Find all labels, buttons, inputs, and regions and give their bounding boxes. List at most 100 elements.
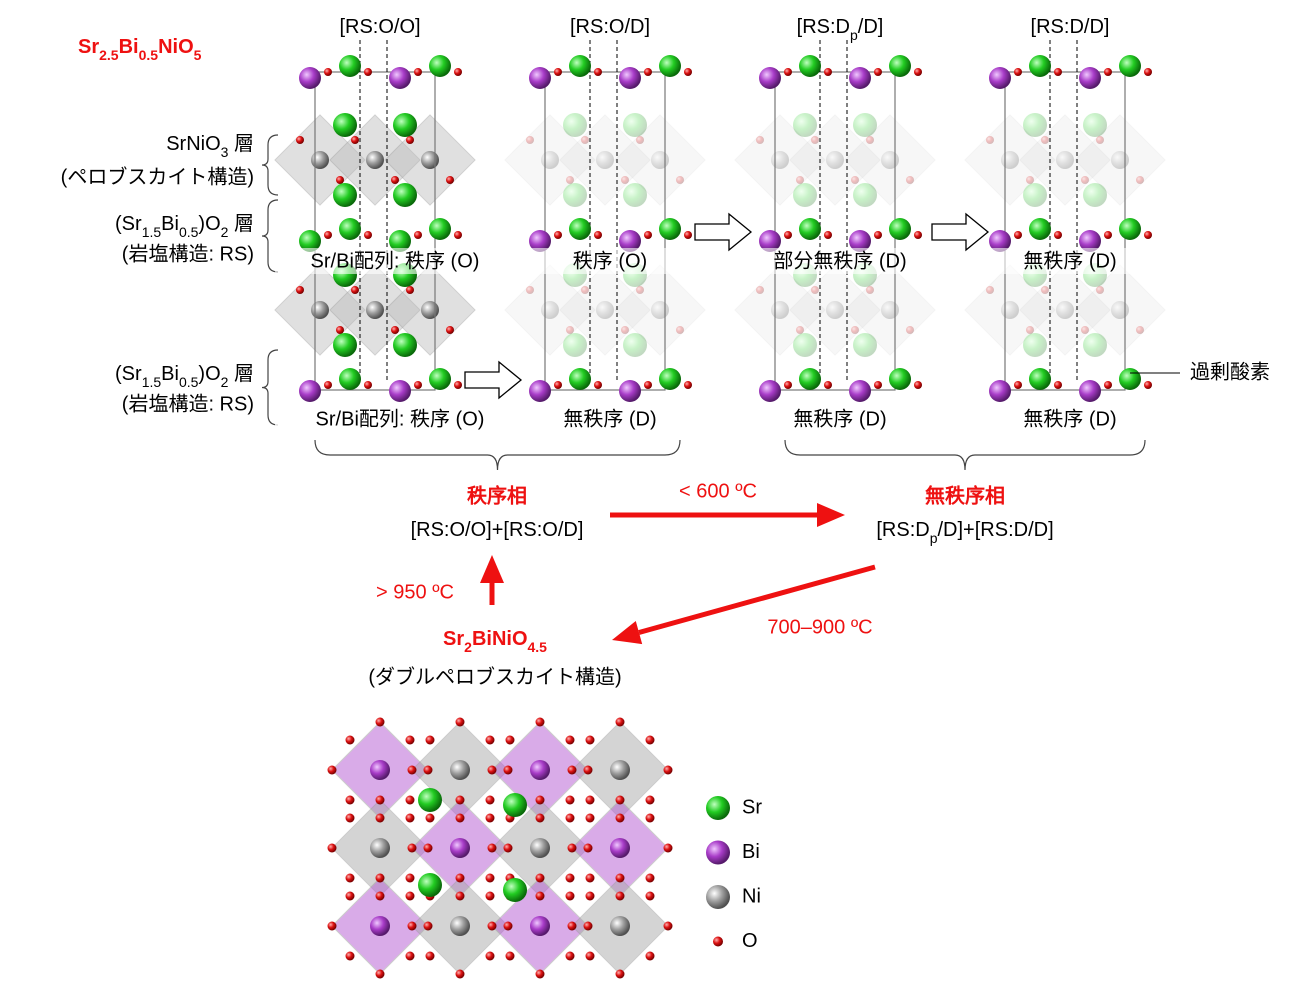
- atom-O: [1104, 231, 1112, 239]
- label-bg: [735, 248, 935, 274]
- title: Sr2.5Bi0.5NiO5: [78, 36, 202, 62]
- atom-O: [663, 843, 673, 853]
- subscript: p: [930, 530, 938, 546]
- atom-Sr: [429, 218, 451, 240]
- atom-O: [554, 381, 562, 389]
- atom-Sr: [563, 113, 587, 137]
- atom-Ni: [881, 151, 899, 169]
- brace: [261, 134, 279, 196]
- atom-Sr: [393, 183, 417, 207]
- atom-O: [644, 68, 652, 76]
- atom-Sr: [1119, 55, 1141, 77]
- atom-Sr: [389, 230, 411, 252]
- atom-O: [796, 176, 804, 184]
- label-bg: [965, 248, 1165, 274]
- crystal-structure: [504, 40, 706, 432]
- atom-O: [345, 795, 355, 805]
- atom-Sr: [659, 218, 681, 240]
- atom-O: [425, 813, 435, 823]
- atom-Bi: [389, 67, 411, 89]
- atom-O: [663, 765, 673, 775]
- atom-O: [407, 843, 417, 853]
- atom-O: [324, 68, 332, 76]
- atom-O: [485, 795, 495, 805]
- atom-O: [526, 136, 534, 144]
- arrow-head: [612, 620, 643, 645]
- crystal-structure: [274, 40, 476, 432]
- atom-Sr: [418, 873, 442, 897]
- atom-O: [1041, 286, 1049, 294]
- atom-O: [583, 765, 593, 775]
- atom-Ni: [541, 151, 559, 169]
- atom-O: [645, 891, 655, 901]
- text-part: [RS:D: [876, 519, 929, 541]
- atom-Sr: [429, 55, 451, 77]
- atom-Sr: [659, 368, 681, 390]
- phase-composition: [RS:O/O]+[RS:O/D]: [411, 519, 584, 541]
- atom-O: [713, 936, 723, 947]
- atom-O: [324, 381, 332, 389]
- hollow-arrow: [694, 212, 753, 252]
- atom-Sr: [623, 113, 647, 137]
- atom-O: [796, 326, 804, 334]
- atom-O: [567, 765, 577, 775]
- atom-Ni: [1056, 301, 1074, 319]
- atom-O: [684, 381, 692, 389]
- atom-O: [535, 873, 545, 883]
- label-bg: [965, 406, 1165, 432]
- atom-Bi: [1079, 230, 1101, 252]
- atom-Ni: [596, 301, 614, 319]
- atom-Sr: [853, 113, 877, 137]
- atom-O: [345, 873, 355, 883]
- atom-Bi: [989, 380, 1011, 402]
- atom-Bi: [389, 380, 411, 402]
- subscript: 0.5: [179, 374, 199, 390]
- structure-name: (ダブルペロブスカイト構造): [368, 664, 621, 688]
- atom-O: [505, 735, 515, 745]
- transition-label: 700–900 ºC: [767, 616, 872, 638]
- atom-O: [503, 765, 513, 775]
- atom-O: [645, 735, 655, 745]
- atom-Sr: [1029, 368, 1051, 390]
- atom-O: [615, 891, 625, 901]
- atom-Bi: [370, 916, 390, 936]
- atom-Bi: [849, 230, 871, 252]
- structure-upper: Sr/Bi配列: 秩序 (O): [311, 249, 480, 272]
- atom-O: [565, 951, 575, 961]
- atom-O: [351, 136, 359, 144]
- atom-O: [565, 891, 575, 901]
- atom-O: [684, 68, 692, 76]
- atom-O: [1144, 381, 1152, 389]
- atom-Bi: [759, 380, 781, 402]
- atom-O: [1014, 68, 1022, 76]
- atom-O: [1014, 381, 1022, 389]
- atom-O: [784, 231, 792, 239]
- atom-Ni: [421, 151, 439, 169]
- legend-label: Ni: [742, 885, 761, 907]
- subscript: 2.5: [99, 47, 119, 63]
- atom-O: [375, 969, 385, 979]
- atom-O: [621, 326, 629, 334]
- atom-Sr: [889, 55, 911, 77]
- structure-lower: 無秩序 (D): [793, 407, 886, 430]
- text-part: Bi: [119, 36, 139, 58]
- text-part: /D]: [858, 16, 884, 38]
- atom-O: [1144, 231, 1152, 239]
- atom-O: [535, 795, 545, 805]
- atom-O: [866, 286, 874, 294]
- atom-O: [455, 717, 465, 727]
- structure-label: [RS:Dp/D]: [797, 16, 884, 42]
- atom-Sr: [793, 113, 817, 137]
- atom-O: [585, 951, 595, 961]
- atom-O: [811, 136, 819, 144]
- atom-Bi: [989, 230, 1011, 252]
- atom-Bi: [759, 67, 781, 89]
- structure-label: [RS:O/O]: [339, 16, 420, 38]
- arrow-head: [480, 555, 504, 583]
- atom-O: [455, 891, 465, 901]
- atom-O: [1096, 136, 1104, 144]
- text-part: SrNiO: [166, 133, 220, 155]
- atom-O: [485, 735, 495, 745]
- atom-Ni: [771, 151, 789, 169]
